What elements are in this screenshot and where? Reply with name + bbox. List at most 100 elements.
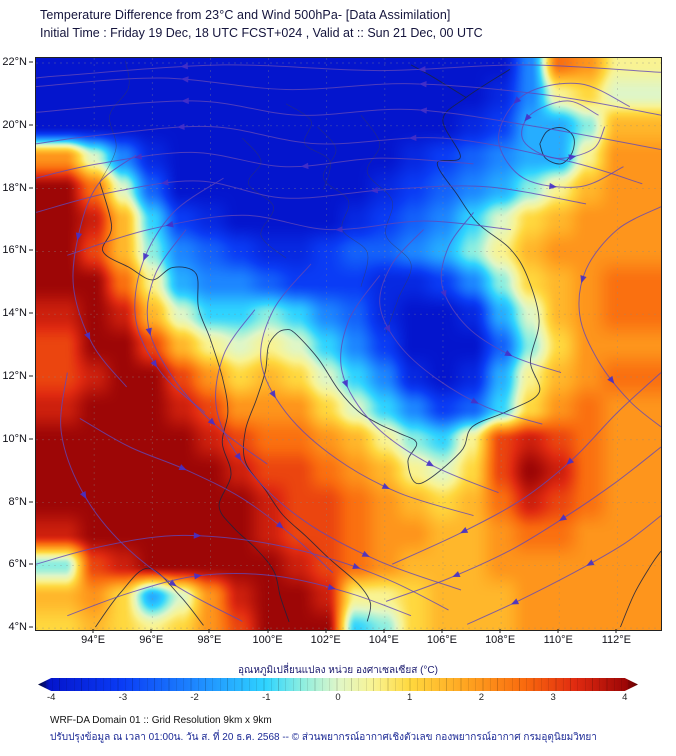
- wind-arrow-icon: [440, 289, 447, 298]
- page-title: Temperature Difference from 23°C and Win…: [40, 8, 451, 22]
- wind-streamline: [340, 275, 499, 494]
- lon-tick: [557, 629, 559, 633]
- wind-arrow-icon: [234, 452, 242, 461]
- wind-arrow-icon: [381, 482, 390, 490]
- lat-tick: [29, 249, 33, 251]
- lon-label: 112°E: [601, 634, 632, 646]
- wind-arrow-icon: [178, 464, 187, 471]
- lon-tick: [383, 629, 385, 633]
- footer-domain-info: WRF-DA Domain 01 :: Grid Resolution 9km …: [50, 715, 272, 726]
- wind-arrow-icon: [361, 550, 370, 557]
- coastline: [619, 550, 661, 628]
- colorbar-ticks: -4 -3 -2 -1 0 1 2 3 4: [38, 692, 638, 704]
- lat-label: 18°N: [2, 181, 27, 194]
- wind-arrow-icon: [134, 153, 143, 160]
- lat-tick: [29, 312, 33, 314]
- lat-label: 4°N: [8, 621, 27, 634]
- map-plot-area: [35, 57, 662, 631]
- lon-label: 102°E: [310, 634, 341, 646]
- lat-tick: [29, 187, 33, 189]
- wind-arrow-icon: [352, 563, 361, 570]
- colorbar-tick-label: 0: [335, 692, 341, 703]
- lat-label: 16°N: [2, 244, 27, 257]
- lon-tick: [441, 629, 443, 633]
- wind-arrow-icon: [168, 579, 177, 587]
- colorbar: [38, 678, 638, 691]
- wind-streamline: [379, 229, 543, 425]
- wind-arrow-icon: [566, 457, 575, 465]
- colorbar-tick-label: 4: [622, 692, 628, 703]
- wind-arrow-icon: [275, 521, 284, 529]
- lon-label: 104°E: [368, 634, 399, 646]
- wind-arrow-icon: [558, 514, 568, 521]
- footer-thai-credit: ปรับปรุงข้อมูล ณ เวลา 01:00น. วัน ส. ที่…: [50, 732, 597, 743]
- wind-arrow-icon: [510, 598, 520, 605]
- wind-arrow-icon: [165, 221, 174, 228]
- wind-streamline: [134, 177, 224, 413]
- wind-streamline: [260, 263, 474, 517]
- wind-streamline: [578, 206, 661, 428]
- wind-arrow-icon: [181, 97, 189, 105]
- colorbar-tick-label: 1: [407, 692, 413, 703]
- wind-arrow-icon: [513, 96, 522, 104]
- lon-label: 110°E: [543, 634, 573, 646]
- lon-tick: [325, 629, 327, 633]
- wind-arrow-icon: [341, 379, 348, 388]
- wind-streamline: [36, 151, 474, 179]
- lat-tick: [29, 501, 33, 503]
- wind-arrow-icon: [145, 327, 152, 336]
- wind-arrow-icon: [193, 532, 202, 539]
- wind-streamline: [497, 82, 631, 188]
- wind-arrow-icon: [568, 154, 577, 161]
- colorbar-tick-label: -4: [46, 692, 56, 703]
- lat-label: 10°N: [2, 432, 27, 445]
- wind-streamline: [60, 372, 243, 622]
- coastline: [95, 567, 204, 628]
- lat-label: 20°N: [2, 118, 27, 131]
- wind-streamline: [146, 229, 268, 465]
- lat-tick: [29, 626, 33, 628]
- wind-arrow-icon: [180, 62, 188, 70]
- wind-streamline: [36, 180, 587, 213]
- lat-label: 6°N: [8, 558, 27, 571]
- wind-arrow-icon: [470, 397, 479, 404]
- wind-arrow-icon: [160, 179, 169, 186]
- lat-tick: [29, 61, 33, 63]
- wind-arrow-icon: [370, 187, 379, 194]
- wind-arrow-icon: [419, 107, 428, 114]
- wind-streamline: [36, 77, 661, 116]
- colorbar-segments: [38, 678, 638, 691]
- wind-arrow-icon: [419, 80, 427, 88]
- wind-arrow-icon: [452, 571, 461, 577]
- lat-label: 8°N: [8, 495, 27, 508]
- wind-streamline: [67, 214, 512, 256]
- coastline: [539, 127, 575, 165]
- wind-arrow-icon: [586, 559, 595, 566]
- wind-arrow-icon: [150, 359, 158, 368]
- wind-arrow-icon: [418, 66, 426, 73]
- lon-tick: [615, 629, 617, 633]
- wind-streamline: [67, 573, 412, 617]
- wind-streamline: [440, 212, 562, 374]
- page-subtitle: Initial Time : Friday 19 Dec, 18 UTC FCS…: [40, 26, 483, 40]
- wind-streamline: [79, 417, 334, 574]
- wind-streamline: [215, 309, 462, 591]
- lat-label: 12°N: [2, 369, 27, 382]
- wind-arrow-icon: [607, 375, 615, 384]
- wind-arrow-icon: [524, 113, 532, 122]
- wind-streamline: [36, 100, 661, 150]
- latitude-axis: 22°N 20°N 18°N 16°N 14°N 12°N 10°N 8°N 6°N 4°N: [0, 56, 33, 634]
- wind-arrow-icon: [384, 324, 391, 333]
- wind-arrow-icon: [460, 527, 469, 534]
- wind-arrow-icon: [549, 182, 557, 190]
- lon-label: 94°E: [81, 634, 106, 646]
- colorbar-tick-label: 3: [550, 692, 556, 703]
- wind-arrow-icon: [143, 252, 150, 261]
- lon-label: 108°E: [485, 634, 516, 646]
- lat-tick: [29, 124, 33, 126]
- lon-label: 96°E: [139, 634, 164, 646]
- longitude-axis: 94°E 96°E 98°E 100°E 102°E 104°E 106°E 108°E 110…: [35, 629, 660, 649]
- lon-tick: [150, 629, 152, 633]
- wind-arrow-icon: [426, 460, 435, 467]
- wind-arrow-icon: [408, 134, 417, 142]
